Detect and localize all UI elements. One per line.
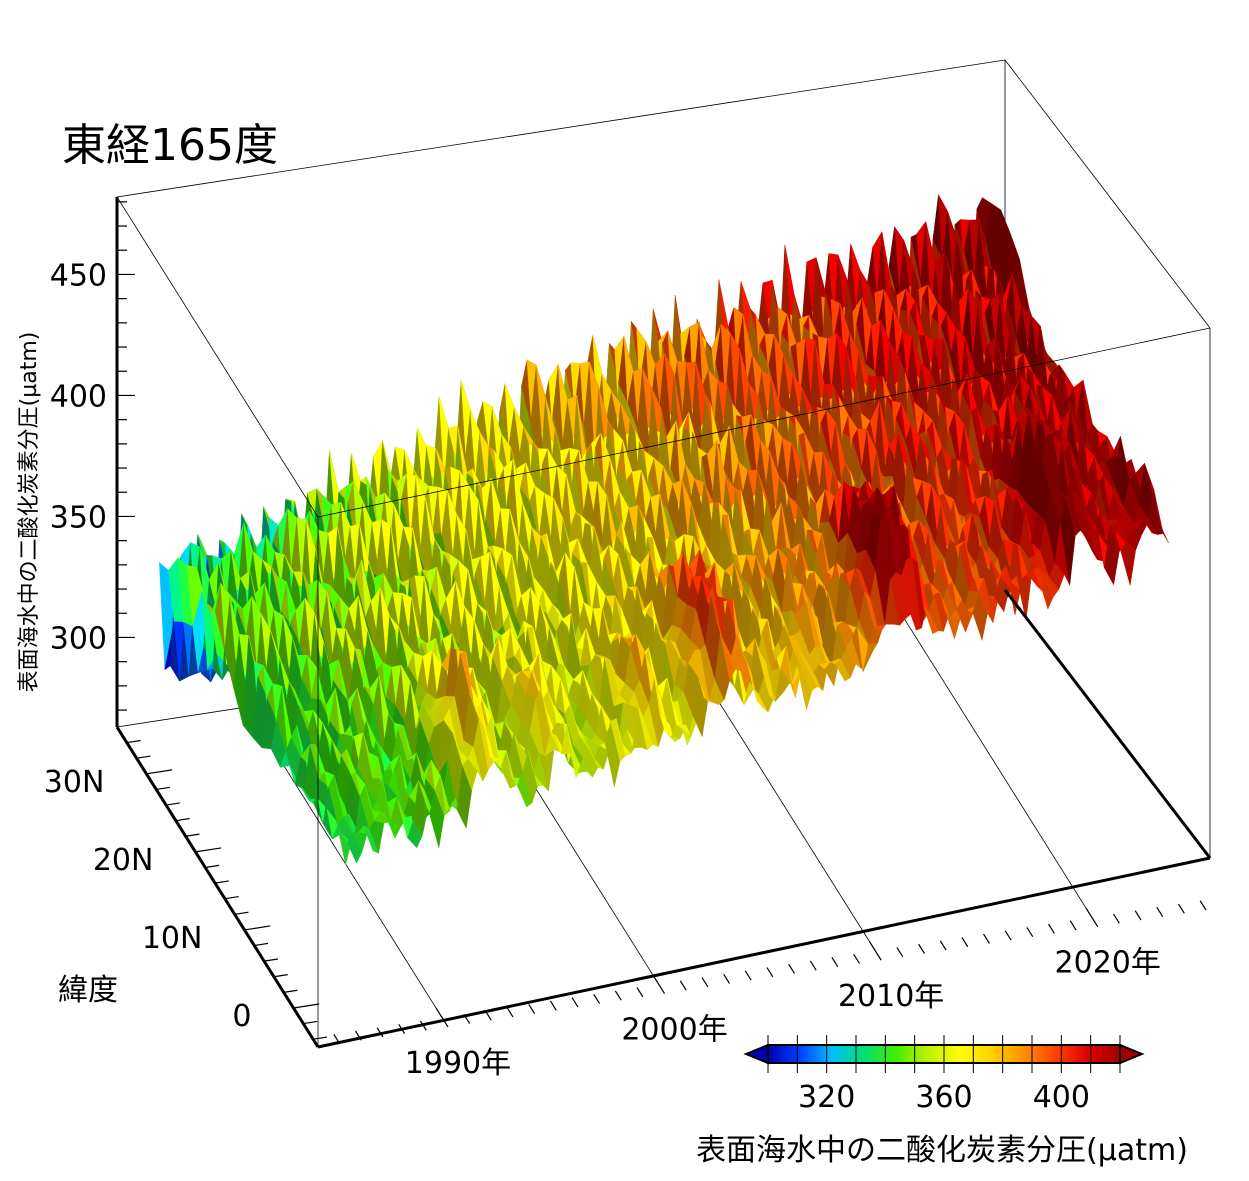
year-tick (1134, 910, 1142, 921)
latitude-tick (126, 739, 141, 744)
year-tick (652, 974, 666, 994)
chart-title: 東経165度 (62, 120, 278, 171)
year-axis-line (317, 856, 1211, 1049)
year-tick (463, 1013, 471, 1024)
colorbar-tick-label: 360 (915, 1080, 972, 1115)
year-tick (435, 1008, 449, 1028)
z-tick-label: 350 (50, 500, 107, 535)
year-tick (766, 967, 774, 978)
latitude-tick (185, 833, 200, 837)
latitude-tick-label: 0 (232, 999, 251, 1034)
year-tick (939, 940, 947, 951)
year-tick (918, 943, 925, 954)
year-tick (723, 973, 731, 984)
year-tick (983, 933, 990, 944)
box-edge (116, 59, 1006, 198)
colorbar-low-arrow (743, 1043, 769, 1065)
year-tick (1199, 900, 1207, 911)
year-tick (1085, 907, 1099, 928)
colorbar-high-arrow (1119, 1043, 1145, 1065)
year-tick (1026, 927, 1034, 938)
year-tick (354, 1030, 362, 1041)
latitude-tick (136, 755, 151, 759)
year-tick (809, 960, 817, 971)
year-tick (701, 977, 709, 988)
latitude-axis-label: 緯度 (58, 973, 118, 1008)
year-tick (419, 1020, 427, 1031)
z-tick-label: 300 (50, 621, 107, 656)
year-tick (961, 937, 969, 948)
year-tick (831, 957, 839, 968)
latitude-tick (195, 847, 222, 853)
year-tick (398, 1024, 406, 1034)
floor-gridline (896, 606, 1099, 927)
colorbar-tick-label: 400 (1033, 1080, 1090, 1115)
z-tick-label: 400 (50, 379, 107, 414)
latitude-tick (156, 786, 171, 791)
year-tick (636, 987, 644, 998)
year-tick (868, 941, 882, 961)
latitude-tick (175, 817, 190, 822)
latitude-tick-label: 10N (142, 921, 203, 956)
latitude-tick (224, 895, 239, 900)
year-tick-label: 1990年 (405, 1046, 511, 1081)
latitude-axis-line (115, 726, 320, 1048)
latitude-tick (234, 911, 249, 915)
latitude-tick (205, 864, 220, 869)
year-tick (896, 947, 904, 958)
year-tick (506, 1007, 514, 1018)
year-tick (853, 953, 860, 964)
year-tick (593, 993, 601, 1004)
latitude-tick-label: 30N (44, 765, 105, 800)
year-tick (1177, 903, 1185, 914)
year-tick (1069, 920, 1077, 931)
year-axis-line-right (1003, 589, 1212, 859)
latitude-tick (214, 880, 229, 884)
year-tick (571, 997, 579, 1008)
latitude-tick (293, 1003, 320, 1009)
year-tick-label: 2010年 (838, 979, 944, 1014)
latitude-tick (273, 974, 288, 978)
latitude-tick (283, 989, 298, 993)
z-tick-label: 450 (50, 258, 107, 293)
pco2-surface (159, 194, 1169, 865)
latitude-tick-label: 20N (93, 843, 154, 878)
year-tick (1113, 913, 1120, 924)
latitude-axis: 0 10N 20N 30N (44, 739, 328, 1040)
plot-box-front (115, 59, 1212, 1049)
latitude-tick (313, 1036, 328, 1040)
year-tick (744, 970, 752, 981)
year-tick (484, 1010, 492, 1021)
year-axis: 1990年 2000年 2010年 2020年 (333, 900, 1207, 1081)
year-tick (376, 1027, 384, 1038)
colorbar-tick-label: 320 (798, 1080, 855, 1115)
z-axis: 300 350 400 450 (50, 197, 135, 727)
year-tick-label: 2000年 (621, 1013, 727, 1048)
latitude-tick (263, 958, 279, 962)
year-tick (1048, 923, 1055, 934)
surface-cell (1153, 489, 1169, 544)
colorbar-label: 表面海水中の二酸化炭素分圧(µatm) (696, 1133, 1188, 1168)
colorbar: 320 360 400 (743, 1035, 1145, 1115)
box-edge (1004, 59, 1211, 329)
latitude-tick (165, 802, 180, 806)
year-tick (528, 1003, 536, 1014)
box-edge (317, 327, 1211, 518)
latitude-tick (303, 1020, 318, 1025)
box-edge (116, 196, 319, 518)
year-tick (549, 1000, 557, 1011)
year-tick (679, 980, 687, 991)
year-tick (788, 963, 795, 974)
year-tick-label: 2020年 (1055, 946, 1161, 981)
latitude-tick (146, 769, 173, 775)
year-tick (614, 990, 622, 1001)
year-tick (333, 1034, 341, 1044)
z-axis-label: 表面海水中の二酸化炭素分圧(µatm) (17, 332, 42, 693)
year-tick (1004, 930, 1012, 941)
latitude-tick (244, 925, 271, 931)
year-tick (1156, 907, 1164, 918)
latitude-tick (254, 942, 269, 947)
